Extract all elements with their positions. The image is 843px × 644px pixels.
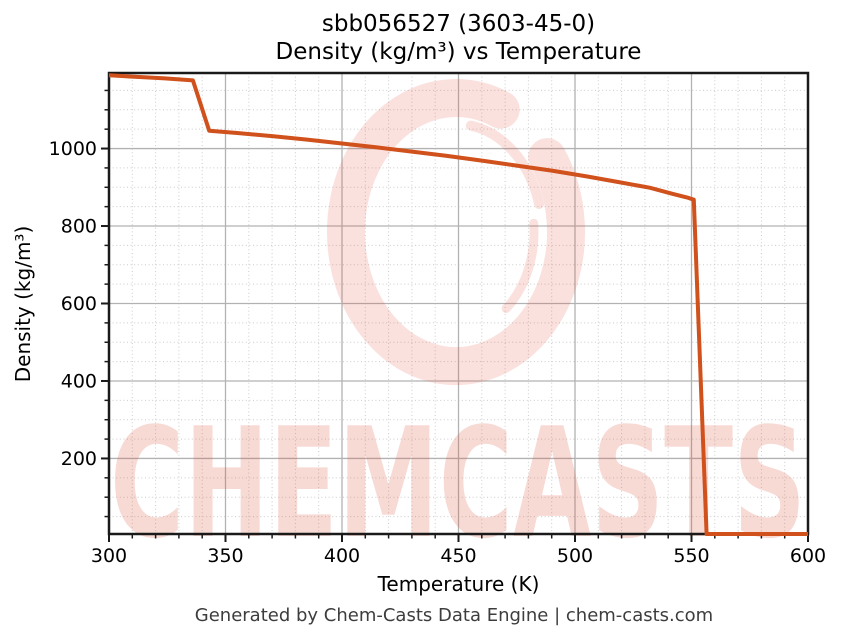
x-tick-label: 500 bbox=[557, 545, 593, 567]
y-tick-label: 200 bbox=[61, 448, 97, 470]
density-curve bbox=[108, 73, 808, 536]
watermark-swirl-icon bbox=[327, 79, 585, 386]
x-tick-label: 350 bbox=[207, 545, 243, 567]
x-tick-label: 550 bbox=[673, 545, 709, 567]
chart-title-line1: sbb056527 (3603-45-0) bbox=[321, 11, 596, 37]
watermark-swirl-tail-icon bbox=[501, 218, 539, 314]
footer-credit: Generated by Chem-Casts Data Engine | ch… bbox=[194, 605, 714, 626]
y-tick-label: 400 bbox=[61, 370, 97, 392]
y-tick-label: 800 bbox=[61, 216, 97, 238]
watermark-text: CHEMCASTS bbox=[110, 395, 806, 572]
x-tick-label: 300 bbox=[91, 545, 127, 567]
chart-title: sbb056527 (3603-45-0) Density (kg/m³) vs… bbox=[109, 10, 808, 66]
watermark-swirl-inner-arc-icon bbox=[465, 120, 545, 209]
x-axis-label: Temperature (K) bbox=[377, 572, 540, 596]
chart-title-line2: Density (kg/m³) vs Temperature bbox=[275, 39, 642, 65]
x-tick-label: 450 bbox=[440, 545, 476, 567]
y-tick-label: 600 bbox=[61, 293, 97, 315]
watermark: CHEMCASTS bbox=[110, 79, 806, 572]
x-tick-label: 400 bbox=[324, 545, 360, 567]
y-axis-label: Density (kg/m³) bbox=[11, 225, 35, 383]
y-tick-label: 1000 bbox=[49, 138, 97, 160]
x-tick-label: 600 bbox=[790, 545, 826, 567]
